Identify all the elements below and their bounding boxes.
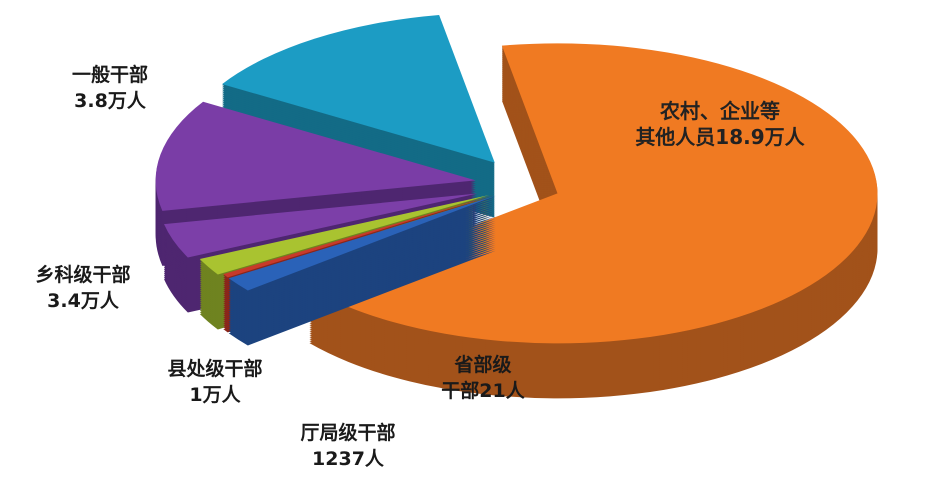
label-bureau-line2: 1237人 [312, 448, 384, 470]
label-township-line2: 3.4万人 [47, 290, 119, 312]
pie-slice-top [223, 194, 495, 278]
pie-slice-top [155, 101, 476, 211]
pie-slice-top [222, 14, 495, 163]
label-township-cadre: 乡科级干部 3.4万人 [8, 262, 158, 314]
pie-slice-top [164, 193, 478, 258]
label-provincial-cadre: 省部级 干部21人 [418, 352, 548, 404]
label-provincial-line1: 省部级 [454, 354, 512, 376]
label-bureau-line1: 厅局级干部 [300, 422, 396, 444]
label-other: 农村、企业等 其他人员18.9万人 [600, 98, 840, 150]
label-other-line2: 其他人员18.9万人 [635, 125, 805, 149]
pie-slice-top [199, 195, 490, 275]
pie-slice-1 [228, 195, 496, 346]
label-county-line1: 县处级干部 [167, 358, 263, 380]
label-general-line2: 3.8万人 [74, 90, 146, 112]
pie-slice-top [309, 43, 878, 344]
label-township-line1: 乡科级干部 [35, 264, 131, 286]
label-general-line1: 一般干部 [71, 64, 148, 86]
pie-slice-side [228, 196, 496, 346]
label-other-line1: 农村、企业等 [660, 99, 780, 123]
label-county-cadre: 县处级干部 1万人 [140, 356, 290, 408]
pie-slice-top [228, 195, 496, 291]
label-general-cadre: 一般干部 3.8万人 [40, 62, 180, 114]
pie-slice-0 [309, 43, 878, 399]
label-bureau-cadre: 厅局级干部 1237人 [268, 420, 428, 472]
label-provincial-line2: 干部21人 [441, 380, 525, 402]
label-county-line2: 1万人 [189, 384, 241, 406]
